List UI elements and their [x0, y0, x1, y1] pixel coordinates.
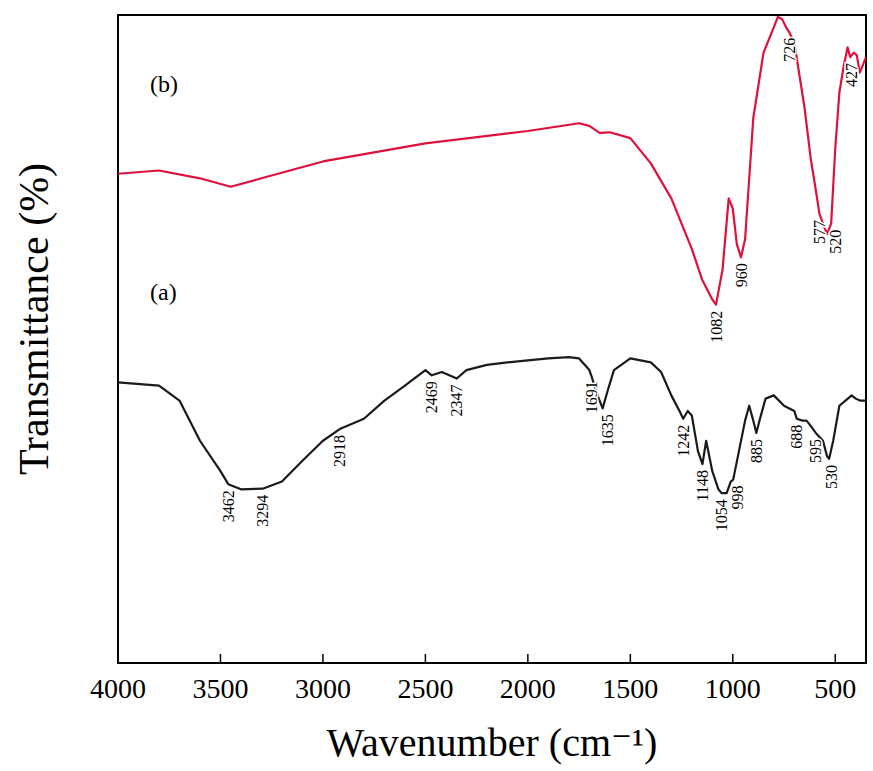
- x-tick-label: 500: [814, 673, 856, 704]
- x-tick-label: 1500: [602, 673, 658, 704]
- x-tick-label: 3500: [192, 673, 248, 704]
- peak-label: 1148: [694, 470, 711, 501]
- peak-label: 520: [827, 230, 844, 254]
- peak-label: 885: [748, 439, 765, 463]
- peak-label: 595: [807, 439, 824, 463]
- peak-label: 577: [811, 220, 828, 244]
- chart-root: 4000 3500 3000 2500 2000 1500 1000 500 Wavenumbe…: [0, 0, 873, 771]
- peak-label: 726: [781, 38, 798, 62]
- x-tick: [322, 654, 324, 663]
- x-tick: [527, 654, 529, 663]
- peak-label: 1242: [675, 425, 692, 457]
- peak-label: 2347: [448, 385, 465, 417]
- peak-label: 3294: [254, 495, 271, 527]
- y-axis-title: Transmittance (%): [11, 163, 58, 475]
- peak-label: 1054: [713, 499, 730, 531]
- x-tick-label: 4000: [90, 673, 146, 704]
- x-axis-title: Wavenumber (cm⁻¹): [327, 720, 658, 765]
- peak-label: 1691: [583, 381, 600, 413]
- x-tick: [117, 654, 119, 663]
- series-label: (a): [150, 279, 177, 305]
- x-tick-label: 2000: [500, 673, 556, 704]
- x-tick: [220, 654, 222, 663]
- curves: [118, 17, 866, 493]
- peak-label: 1635: [599, 414, 616, 446]
- peak-label: 960: [733, 263, 750, 287]
- series-label: (b): [150, 71, 178, 97]
- x-tick: [835, 654, 837, 663]
- x-tick: [425, 654, 427, 663]
- peak-label: 3462: [220, 490, 237, 522]
- peak-label: 688: [788, 425, 805, 449]
- spectrum-line: [118, 357, 866, 493]
- peak-label: 530: [823, 465, 840, 489]
- x-tick-label: 1000: [705, 673, 761, 704]
- plot-frame: [118, 15, 866, 663]
- peak-label: 427: [843, 63, 860, 87]
- x-tick-label: 2500: [397, 673, 453, 704]
- chart-svg: 4000 3500 3000 2500 2000 1500 1000 500 Wavenumbe…: [0, 0, 873, 771]
- x-tick: [732, 654, 734, 663]
- peak-label: 1082: [708, 311, 725, 343]
- x-tick-label: 3000: [295, 673, 351, 704]
- x-tick: [630, 654, 632, 663]
- peak-label: 998: [729, 486, 746, 510]
- peak-label: 2918: [331, 435, 348, 467]
- spectrum-line: [118, 17, 866, 305]
- peak-label: 2469: [423, 381, 440, 413]
